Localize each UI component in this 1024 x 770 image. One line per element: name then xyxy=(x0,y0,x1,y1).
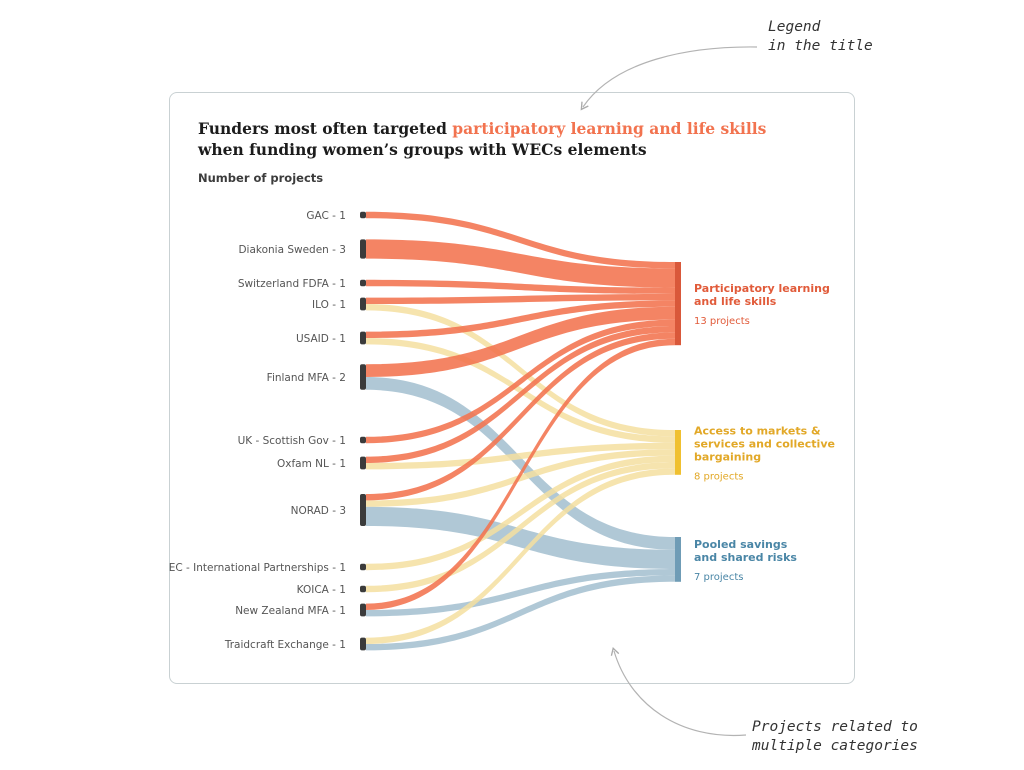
annotation-arrow-bottom xyxy=(610,646,747,737)
source-node xyxy=(360,563,366,571)
sankey-link-markets xyxy=(366,449,675,507)
sankey-link-pooled xyxy=(366,575,675,651)
source-label: KOICA - 1 xyxy=(297,584,346,596)
target-count-pooled: 7 projects xyxy=(694,572,743,583)
source-node xyxy=(360,494,366,526)
target-node-markets xyxy=(675,430,681,475)
sankey-link-pooled xyxy=(366,377,675,550)
sankey-nodes xyxy=(360,211,681,651)
chart-card xyxy=(169,92,855,684)
target-label-participatory: and life skills xyxy=(694,295,777,308)
sankey-link-markets xyxy=(366,338,675,443)
target-label-markets: bargaining xyxy=(694,450,761,463)
source-label: Switzerland FDFA - 1 xyxy=(238,278,346,290)
sankey-link-participatory xyxy=(366,239,675,288)
annotation-multiple: Projects related to multiple categories xyxy=(752,718,918,756)
annotation-legend-line-2: in the title xyxy=(768,38,873,54)
source-node xyxy=(360,364,366,390)
source-node xyxy=(360,279,366,287)
annotation-arrow-top xyxy=(580,46,758,111)
sankey-link-markets xyxy=(366,462,675,593)
sankey-links xyxy=(366,211,675,651)
target-label-pooled: Pooled savings xyxy=(694,538,788,551)
source-label: NORAD - 3 xyxy=(291,505,346,517)
sankey-link-pooled xyxy=(366,506,675,569)
target-count-participatory: 13 projects xyxy=(694,316,750,327)
sankey-link-markets xyxy=(366,304,675,437)
sankey-labels: GAC - 1 Diakonia Sweden - 3 Switzerland FD… xyxy=(169,210,835,651)
source-label: Diakonia Sweden - 3 xyxy=(238,244,346,256)
source-node xyxy=(360,297,366,311)
target-label-participatory: Participatory learning xyxy=(694,282,830,295)
sankey-link-markets xyxy=(366,468,675,644)
sankey-link-participatory xyxy=(366,332,675,501)
source-label: New Zealand MFA - 1 xyxy=(235,605,346,617)
source-label: Finland MFA - 2 xyxy=(267,372,346,384)
title-suffix: when funding women’s groups with WECs el… xyxy=(198,140,647,159)
title-prefix: Funders most often targeted xyxy=(198,119,453,138)
sankey-link-participatory xyxy=(366,279,675,294)
sankey-link-participatory xyxy=(366,211,675,269)
target-node-pooled xyxy=(675,537,681,582)
sankey-link-markets xyxy=(366,442,675,470)
sankey-link-participatory xyxy=(366,294,675,304)
annotation-legend: Legend in the title xyxy=(768,18,873,56)
title-highlight: participatory learning and life skills xyxy=(452,119,767,138)
source-node xyxy=(360,456,366,470)
target-count-markets: 8 projects xyxy=(694,471,743,482)
source-label: ILO - 1 xyxy=(312,299,346,311)
target-node-participatory xyxy=(675,262,681,346)
source-node xyxy=(360,211,366,219)
sankey-link-participatory xyxy=(366,300,675,338)
source-node xyxy=(360,637,366,651)
source-label: Traidcraft Exchange - 1 xyxy=(224,639,346,651)
source-label: EC - International Partnerships - 1 xyxy=(169,562,346,574)
source-label: USAID - 1 xyxy=(296,333,346,345)
source-node xyxy=(360,603,366,617)
target-label-markets: services and collective xyxy=(694,437,835,450)
source-node xyxy=(360,585,366,593)
sankey-link-markets xyxy=(366,455,675,571)
source-label: UK - Scottish Gov - 1 xyxy=(238,435,346,447)
sankey-link-participatory xyxy=(366,338,675,610)
target-label-markets: Access to markets & xyxy=(694,424,821,437)
target-label-pooled: and shared risks xyxy=(694,551,797,564)
annotation-legend-line-1: Legend xyxy=(768,19,821,35)
sankey-link-participatory xyxy=(366,319,675,444)
sankey-link-participatory xyxy=(366,326,675,463)
source-label: Oxfam NL - 1 xyxy=(277,458,346,470)
chart-title: Funders most often targeted participator… xyxy=(198,118,818,160)
annotation-multiple-line-1: Projects related to xyxy=(752,719,918,735)
source-label: GAC - 1 xyxy=(306,210,346,222)
source-node xyxy=(360,239,366,259)
source-node xyxy=(360,436,366,444)
chart-subtitle: Number of projects xyxy=(198,171,324,185)
annotation-multiple-line-2: multiple categories xyxy=(752,738,918,754)
sankey-link-participatory xyxy=(366,306,675,377)
source-node xyxy=(360,331,366,345)
sankey-link-pooled xyxy=(366,569,675,617)
